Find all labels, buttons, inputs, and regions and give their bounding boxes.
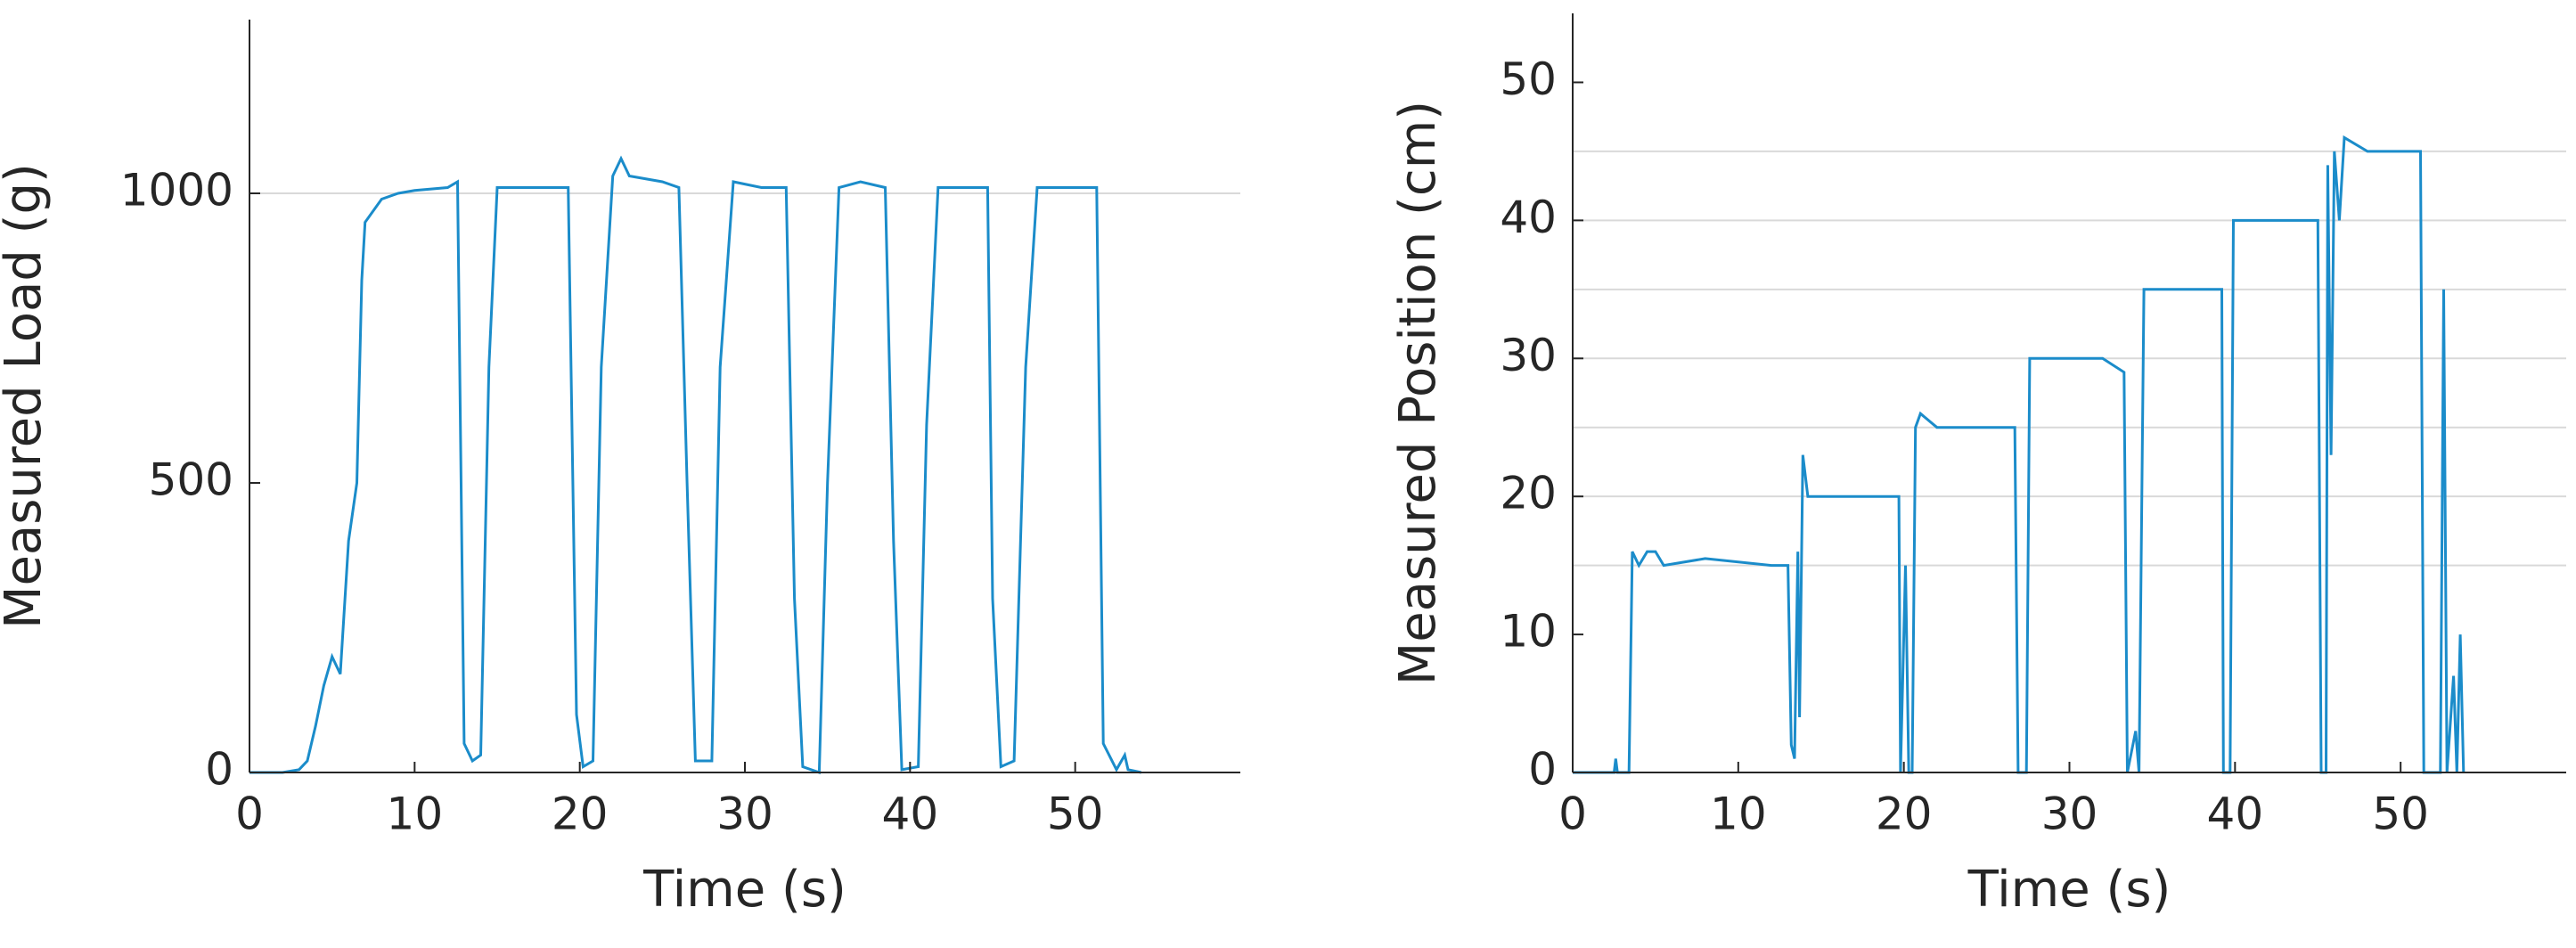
x-tick-label: 40 xyxy=(2207,789,2264,840)
x-tick-label: 20 xyxy=(552,789,609,840)
y-tick-label: 1000 xyxy=(120,165,233,217)
y-tick-label: 0 xyxy=(1528,744,1557,796)
x-tick-label: 0 xyxy=(1558,789,1587,840)
x-axis-label: Time (s) xyxy=(642,861,846,919)
y-tick-label: 20 xyxy=(1500,468,1557,519)
x-tick-label: 30 xyxy=(2041,789,2098,840)
y-tick-label: 40 xyxy=(1500,192,1557,243)
x-tick-label: 10 xyxy=(387,789,444,840)
y-axis-label: Measured Position (cm) xyxy=(1389,101,1447,685)
y-tick-label: 500 xyxy=(149,454,233,506)
y-axis-label: Measured Load (g) xyxy=(0,163,53,629)
y-tick-label: 50 xyxy=(1500,53,1557,105)
y-tick-label: 0 xyxy=(205,744,233,796)
x-tick-label: 20 xyxy=(1876,789,1933,840)
x-tick-label: 50 xyxy=(2372,789,2429,840)
x-tick-label: 50 xyxy=(1047,789,1104,840)
y-tick-label: 10 xyxy=(1500,606,1557,658)
x-tick-label: 40 xyxy=(882,789,939,840)
x-tick-label: 10 xyxy=(1710,789,1767,840)
x-tick-label: 0 xyxy=(235,789,264,840)
y-tick-label: 30 xyxy=(1500,330,1557,381)
x-tick-label: 30 xyxy=(716,789,773,840)
data-line xyxy=(1573,135,2466,774)
x-axis-label: Time (s) xyxy=(1967,861,2171,919)
data-line xyxy=(249,155,1142,775)
